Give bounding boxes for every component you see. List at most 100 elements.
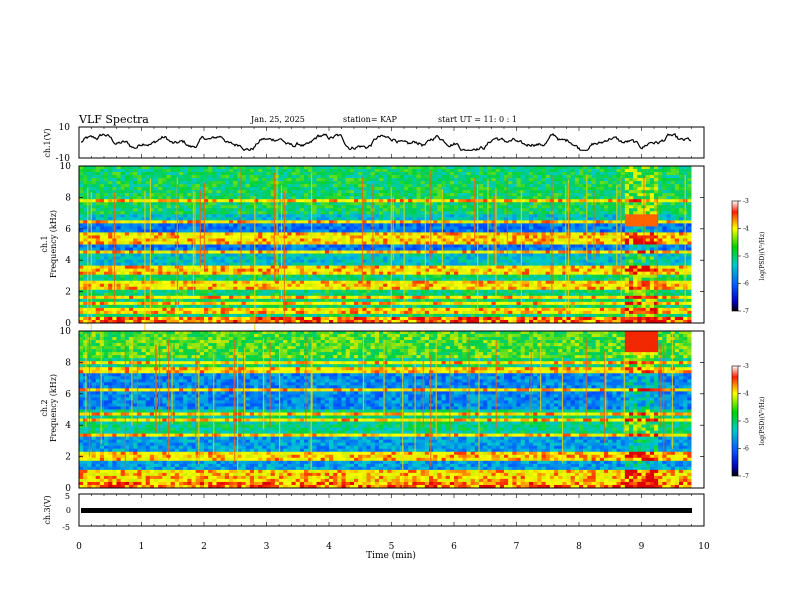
- spectrogram-cell: [337, 202, 342, 206]
- spectrogram-cell: [166, 196, 171, 200]
- spectrogram-cell: [483, 223, 488, 227]
- spectrogram-cell: [562, 181, 567, 185]
- spectrogram-cell: [212, 250, 217, 254]
- spectrogram-cell: [120, 205, 126, 209]
- spectrogram-cell: [124, 238, 130, 242]
- start-time-label: start UT = 11: 0 : 1: [438, 115, 517, 124]
- spectrogram-cell: [674, 253, 680, 257]
- spectrogram-cell: [608, 169, 613, 173]
- spectrogram-cell: [87, 229, 92, 233]
- spectrogram-cell: [224, 184, 230, 188]
- spectrogram-cell: [366, 166, 371, 170]
- spectrogram-cell: [454, 259, 459, 263]
- spectrogram-cell: [374, 244, 380, 248]
- spectrogram-cell: [183, 169, 188, 173]
- spectrogram-cell: [291, 190, 296, 194]
- spectrogram-cell: [249, 226, 255, 230]
- spectrogram-cell: [670, 169, 676, 173]
- spectrogram-cell: [495, 238, 501, 242]
- spectrogram-cell: [320, 175, 326, 179]
- spectrogram-cell: [120, 241, 126, 245]
- spectrogram-cell: [383, 262, 388, 266]
- spectrogram-cell: [504, 214, 509, 218]
- spectrogram-cell: [195, 259, 201, 263]
- spectrogram-cell: [599, 217, 605, 221]
- spectrogram-cell: [324, 253, 330, 257]
- spectrogram-cell: [449, 181, 455, 185]
- spectrogram-cell: [283, 208, 288, 212]
- spectrogram-cell: [458, 178, 463, 182]
- spectrogram-cell: [345, 256, 351, 260]
- spectrogram-cell: [270, 235, 276, 239]
- spectrogram-cell: [637, 211, 642, 215]
- spectrogram-cell: [141, 253, 146, 257]
- spectrogram-cell: [599, 244, 605, 248]
- spectrogram-cell: [316, 232, 321, 236]
- spectrogram-cell: [379, 169, 384, 173]
- spectrogram-cell: [404, 214, 409, 218]
- spectrogram-cell: [166, 256, 171, 260]
- spectrogram-cell: [404, 211, 409, 215]
- spectrogram-cell: [354, 235, 359, 239]
- spectrogram-cell: [304, 226, 309, 230]
- spectrogram-cell: [662, 205, 667, 209]
- spectrogram-cell: [108, 253, 113, 257]
- spectrogram-cell: [358, 202, 363, 206]
- spectrogram-cell: [312, 226, 317, 230]
- spectrogram-cell: [437, 229, 442, 233]
- spectrogram-cell: [574, 229, 580, 233]
- spectrogram-cell: [487, 259, 492, 263]
- spectrogram-cell: [91, 211, 96, 215]
- spectrogram-cell: [629, 193, 634, 197]
- spectrogram-cell: [166, 175, 171, 179]
- spectrogram-cell: [291, 208, 296, 212]
- spectrogram-cell: [158, 202, 163, 206]
- spectrogram-cell: [212, 193, 217, 197]
- spectrogram-cell: [637, 244, 642, 248]
- spectrogram-cell: [304, 235, 309, 239]
- spectrogram-cell: [241, 226, 246, 230]
- spectrogram-cell: [574, 217, 580, 221]
- spectrogram-cell: [404, 247, 409, 251]
- spectrogram-cell: [320, 238, 326, 242]
- spectrogram-cell: [108, 235, 113, 239]
- spectrogram-cell: [220, 226, 226, 230]
- spectrogram-cell: [341, 175, 346, 179]
- spectrogram-cell: [316, 238, 321, 242]
- spectrogram-cell: [387, 166, 392, 170]
- spectrogram-cell: [554, 211, 559, 215]
- spectrogram-cell: [308, 187, 313, 191]
- spectrogram-cell: [374, 247, 380, 251]
- spectrogram-cell: [679, 208, 684, 212]
- spectrogram-cell: [687, 256, 692, 260]
- spectrogram-cell: [170, 235, 176, 239]
- spectrogram-cell: [287, 250, 292, 254]
- spectrogram-cell: [520, 223, 526, 227]
- spectrogram-cell: [83, 223, 88, 227]
- spectrogram-cell: [195, 247, 201, 251]
- spectrogram-cell: [283, 178, 288, 182]
- spectrogram-cell: [537, 172, 542, 176]
- spectrogram-cell: [466, 196, 471, 200]
- spectrogram-cell: [487, 226, 492, 230]
- spectrogram-cell: [433, 226, 438, 230]
- spectrogram-cell: [395, 202, 401, 206]
- spectrogram-cell: [620, 250, 626, 254]
- spectrogram-cell: [541, 184, 546, 188]
- spectrogram-cell: [412, 232, 417, 236]
- spectrogram-cell: [212, 229, 217, 233]
- spectrogram-cell: [249, 199, 255, 203]
- spectrogram-cell: [483, 250, 488, 254]
- spectrogram-cell: [304, 232, 309, 236]
- spectrogram-cell: [283, 187, 288, 191]
- spectrogram-cell: [149, 238, 155, 242]
- spectrogram-cell: [554, 202, 559, 206]
- spectrogram-cell: [433, 229, 438, 233]
- spectrogram-cell: [654, 229, 659, 233]
- spectrogram-cell: [687, 208, 692, 212]
- spectrogram-cell: [420, 253, 426, 257]
- spectrogram-cell: [141, 262, 146, 266]
- spectrogram-cell: [654, 193, 659, 197]
- spectrogram-cell: [670, 178, 676, 182]
- spectrogram-cell: [224, 256, 230, 260]
